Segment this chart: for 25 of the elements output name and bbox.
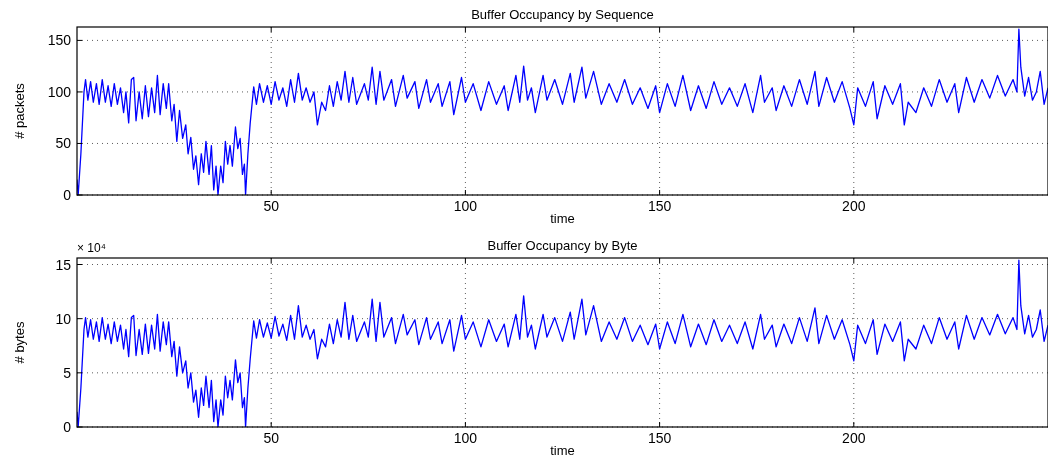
y-axis-title: # bytes [12,321,27,364]
x-tick-label: 50 [263,198,280,214]
line-series [77,259,1048,427]
y-tick-label: 5 [63,364,72,381]
y-tick-label: 15 [55,256,72,273]
x-axis-title: time [550,443,575,457]
x-tick-label: 100 [453,198,478,214]
y-tick-label: 0 [63,187,72,203]
chart-title: Buffer Occupancy by Sequence [471,7,654,22]
y-tick-label: 100 [47,83,72,100]
chart-title: Buffer Occupancy by Byte [487,238,638,253]
x-tick-label: 200 [842,198,866,214]
y-tick-label: 0 [63,419,72,435]
y-tick-label: 10 [55,310,72,327]
line-series [77,28,1048,195]
x-tick-label: 150 [647,430,672,446]
text: × 10⁴ [77,241,106,255]
x-tick-label: 50 [263,430,280,446]
x-tick-label: 100 [453,430,478,446]
y-axis-title: # packets [12,82,27,139]
x-tick-label: 150 [647,198,672,214]
x-axis-title: time [550,211,575,226]
x-tick-label: 200 [842,430,866,446]
y-tick-label: 50 [55,135,72,152]
y-tick-label: 150 [47,32,72,49]
